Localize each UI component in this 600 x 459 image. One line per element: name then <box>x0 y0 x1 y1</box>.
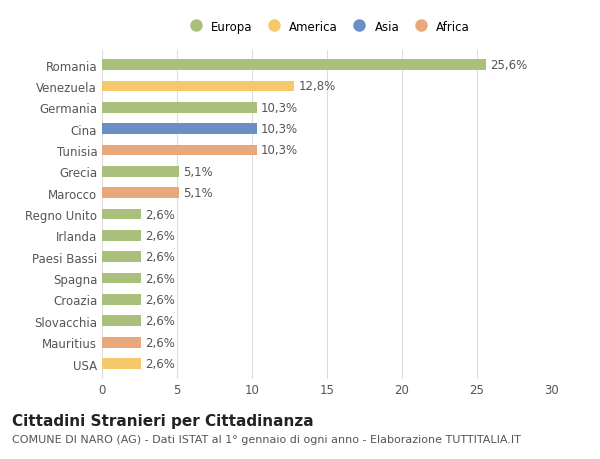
Text: COMUNE DI NARO (AG) - Dati ISTAT al 1° gennaio di ogni anno - Elaborazione TUTTI: COMUNE DI NARO (AG) - Dati ISTAT al 1° g… <box>12 434 521 444</box>
Legend: Europa, America, Asia, Africa: Europa, America, Asia, Africa <box>181 17 473 37</box>
Text: 2,6%: 2,6% <box>146 230 175 242</box>
Text: Cittadini Stranieri per Cittadinanza: Cittadini Stranieri per Cittadinanza <box>12 413 314 428</box>
Bar <box>102 124 257 134</box>
Bar <box>102 188 179 199</box>
Text: 2,6%: 2,6% <box>146 251 175 263</box>
Text: 10,3%: 10,3% <box>261 101 298 114</box>
Bar <box>102 295 141 305</box>
Bar <box>102 230 141 241</box>
Bar <box>102 252 141 263</box>
Text: 10,3%: 10,3% <box>261 123 298 136</box>
Text: 2,6%: 2,6% <box>146 315 175 328</box>
Text: 25,6%: 25,6% <box>491 59 528 72</box>
Bar <box>102 167 179 177</box>
Text: 2,6%: 2,6% <box>146 336 175 349</box>
Text: 5,1%: 5,1% <box>183 187 213 200</box>
Text: 10,3%: 10,3% <box>261 144 298 157</box>
Text: 5,1%: 5,1% <box>183 166 213 179</box>
Bar <box>102 146 257 156</box>
Bar <box>102 103 257 113</box>
Bar <box>102 273 141 284</box>
Text: 12,8%: 12,8% <box>299 80 336 93</box>
Bar <box>102 358 141 369</box>
Text: 2,6%: 2,6% <box>146 272 175 285</box>
Text: 2,6%: 2,6% <box>146 208 175 221</box>
Text: 2,6%: 2,6% <box>146 357 175 370</box>
Text: 2,6%: 2,6% <box>146 293 175 306</box>
Bar <box>102 209 141 220</box>
Bar <box>102 81 294 92</box>
Bar <box>102 60 486 71</box>
Bar <box>102 337 141 348</box>
Bar <box>102 316 141 326</box>
